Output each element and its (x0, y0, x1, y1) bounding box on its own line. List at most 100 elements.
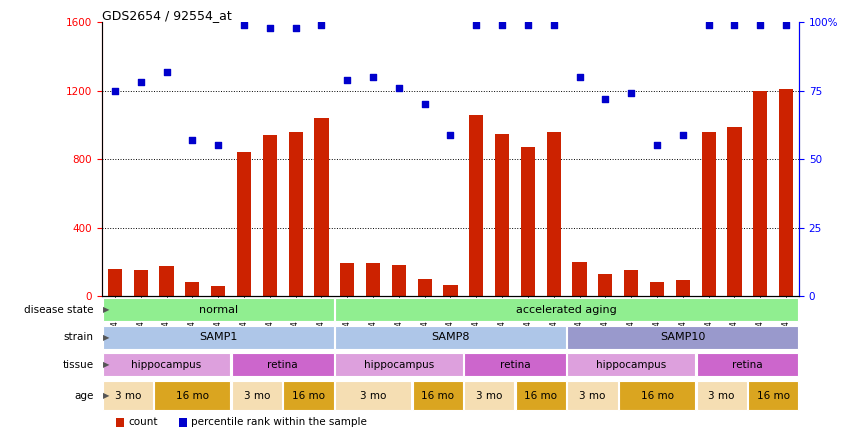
Point (573, 73, 586, 80)
Text: 16 mo: 16 mo (292, 391, 325, 401)
Bar (185, 282, 200, 296)
Bar (650, 282, 664, 296)
Text: retina: retina (500, 360, 530, 370)
Bar (232, 353, 333, 376)
Point (212, 142, 225, 149)
Text: normal: normal (199, 305, 238, 315)
Bar (568, 381, 617, 410)
Bar (619, 381, 695, 410)
Point (392, 84, 405, 91)
Point (547, 21, 560, 28)
Bar (753, 91, 768, 296)
Bar (516, 381, 566, 410)
Bar (335, 353, 462, 376)
Bar (568, 353, 695, 376)
Bar (103, 326, 333, 349)
Bar (237, 152, 251, 296)
Bar (464, 353, 566, 376)
Point (753, 21, 767, 28)
Bar (335, 298, 798, 321)
Bar (288, 132, 303, 296)
Point (779, 21, 793, 28)
Bar (417, 279, 432, 296)
Text: 3 mo: 3 mo (708, 391, 734, 401)
Point (289, 24, 303, 31)
Text: ▶: ▶ (104, 360, 110, 369)
Bar (392, 265, 406, 296)
Text: hippocampus: hippocampus (596, 360, 666, 370)
Point (496, 21, 509, 28)
Bar (335, 326, 566, 349)
Text: SAMP8: SAMP8 (431, 332, 470, 342)
Bar (469, 115, 484, 296)
Bar (160, 266, 173, 296)
Bar (701, 132, 716, 296)
Bar (521, 147, 535, 296)
Point (625, 90, 638, 97)
Bar (624, 270, 638, 296)
Bar (116, 418, 124, 427)
Text: age: age (74, 391, 94, 401)
Bar (748, 381, 798, 410)
Bar (779, 89, 793, 296)
Text: 16 mo: 16 mo (641, 391, 673, 401)
Text: hippocampus: hippocampus (132, 360, 201, 370)
Text: percentile rank within the sample: percentile rank within the sample (191, 417, 367, 427)
Bar (314, 118, 328, 296)
Bar (366, 263, 380, 296)
Bar (598, 274, 613, 296)
Point (728, 21, 741, 28)
Text: hippocampus: hippocampus (364, 360, 434, 370)
Bar (108, 269, 122, 296)
Bar (103, 298, 333, 321)
Point (185, 136, 199, 143)
Bar (412, 381, 462, 410)
Bar (676, 280, 690, 296)
Point (702, 21, 716, 28)
Bar (103, 353, 230, 376)
Text: 16 mo: 16 mo (421, 391, 454, 401)
Text: GDS2654 / 92554_at: GDS2654 / 92554_at (102, 9, 232, 22)
Point (521, 21, 535, 28)
Bar (444, 285, 457, 296)
Text: 16 mo: 16 mo (756, 391, 790, 401)
Text: count: count (128, 417, 158, 427)
Bar (284, 381, 333, 410)
Bar (232, 381, 282, 410)
Point (263, 24, 276, 31)
Bar (696, 381, 746, 410)
Point (108, 87, 122, 94)
Text: accelerated aging: accelerated aging (516, 305, 617, 315)
Point (469, 21, 483, 28)
Text: ▶: ▶ (104, 305, 110, 314)
Text: ▶: ▶ (104, 391, 110, 400)
Text: retina: retina (268, 360, 298, 370)
Point (444, 131, 457, 138)
Bar (133, 270, 148, 296)
Text: ▶: ▶ (104, 333, 110, 342)
Bar (103, 381, 153, 410)
Bar (335, 381, 411, 410)
Bar (263, 135, 277, 296)
Text: 3 mo: 3 mo (360, 391, 386, 401)
Bar (547, 132, 561, 296)
Point (314, 21, 328, 28)
Text: SAMP10: SAMP10 (660, 332, 706, 342)
Bar (728, 127, 741, 296)
Bar (696, 353, 798, 376)
Bar (568, 326, 798, 349)
Text: 16 mo: 16 mo (524, 391, 558, 401)
Point (650, 142, 664, 149)
Text: 3 mo: 3 mo (244, 391, 270, 401)
Bar (464, 381, 514, 410)
Bar (211, 286, 225, 296)
Point (237, 21, 251, 28)
Point (134, 79, 148, 86)
Bar (340, 263, 354, 296)
Point (676, 131, 689, 138)
Point (598, 95, 612, 103)
Bar (495, 134, 509, 296)
Text: disease state: disease state (24, 305, 94, 315)
Bar (178, 418, 187, 427)
Point (418, 101, 432, 108)
